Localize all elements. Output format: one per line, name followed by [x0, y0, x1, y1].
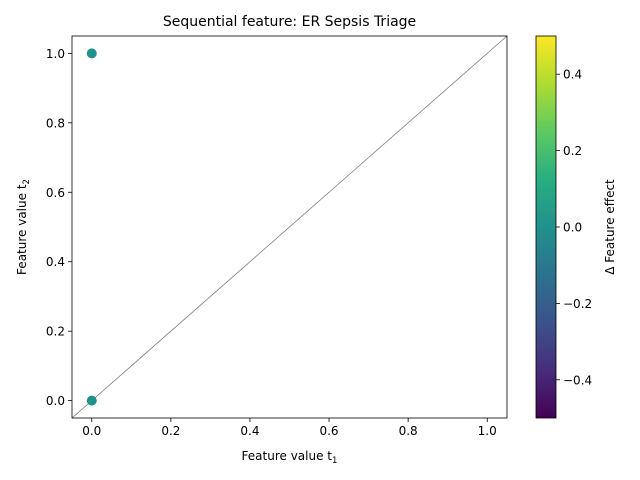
colorbar-tick-label: 0.0: [563, 221, 582, 235]
colorbar-label: Δ Feature effect: [603, 179, 617, 275]
x-tick-label: 0.8: [399, 424, 418, 438]
colorbar-tick-label: −0.4: [563, 373, 592, 387]
colorbar-tick-label: −0.2: [563, 297, 592, 311]
x-axis-label-subscript: 1: [332, 456, 337, 466]
x-tick-label: 0.2: [161, 424, 180, 438]
y-tick-label: 0.6: [46, 186, 65, 200]
chart-title: Sequential feature: ER Sepsis Triage: [163, 14, 416, 30]
plot-frame: [71, 35, 508, 419]
colorbar: −0.4 −0.2 0.0 0.2 0.4: [535, 35, 592, 419]
y-axis-label: Feature value t2: [15, 179, 32, 275]
x-tick-label: 1.0: [478, 424, 497, 438]
colorbar-tick-label: 0.2: [563, 144, 582, 158]
plot-area: 0.0 0.2 0.4 0.6 0.8 1.0 0.0 0.2 0.4 0.6 0.8 1.0: [46, 35, 508, 438]
y-tick-label: 0.2: [46, 325, 65, 339]
scatter-point: [86, 395, 97, 406]
y-tick-label: 0.8: [46, 116, 65, 130]
x-tick-label: 0.6: [319, 424, 338, 438]
colorbar-tick-label: 0.4: [563, 68, 582, 82]
y-tick-label: 0.4: [46, 255, 65, 269]
y-tick-label: 1.0: [46, 47, 65, 61]
colorbar-gradient: [535, 35, 557, 419]
y-axis-label-subscript: 2: [22, 179, 32, 184]
y-tick-label: 0.0: [46, 394, 65, 408]
x-tick-label: 0.0: [82, 424, 101, 438]
scatter-point: [86, 48, 97, 59]
x-axis-label: Feature value t1: [242, 449, 338, 466]
diagonal-reference-line: [72, 36, 507, 418]
x-tick-label: 0.4: [240, 424, 259, 438]
